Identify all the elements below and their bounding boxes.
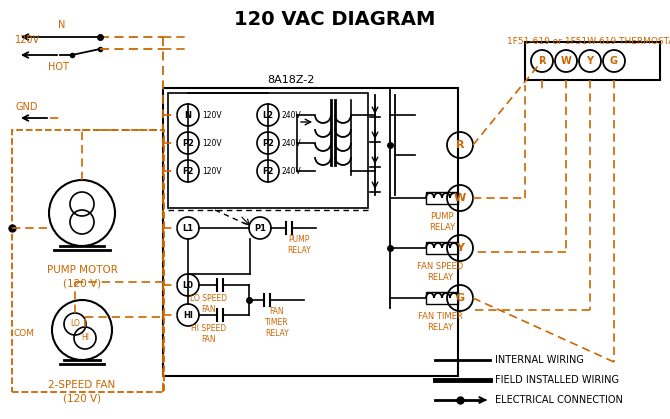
Text: P2: P2 xyxy=(182,139,194,147)
Text: F2: F2 xyxy=(262,166,274,176)
Text: Y: Y xyxy=(586,56,594,66)
Text: F2: F2 xyxy=(182,166,194,176)
Text: W: W xyxy=(561,56,572,66)
Bar xyxy=(168,93,368,208)
Text: G: G xyxy=(610,56,618,66)
Text: 2-SPEED FAN
(120 V): 2-SPEED FAN (120 V) xyxy=(48,380,116,403)
Text: L1: L1 xyxy=(182,223,194,233)
Text: 1F51-619 or 1F51W-619 THERMOSTAT: 1F51-619 or 1F51W-619 THERMOSTAT xyxy=(507,37,670,46)
Text: N: N xyxy=(184,111,192,119)
Text: HI: HI xyxy=(183,310,193,320)
Text: FAN
TIMER
RELAY: FAN TIMER RELAY xyxy=(265,307,289,338)
Text: L2: L2 xyxy=(263,111,273,119)
Text: N: N xyxy=(58,20,66,30)
Text: 8A18Z-2: 8A18Z-2 xyxy=(267,75,314,85)
Bar xyxy=(163,88,458,376)
Text: ELECTRICAL CONNECTION: ELECTRICAL CONNECTION xyxy=(495,395,623,405)
Text: R: R xyxy=(456,140,464,150)
Text: HI: HI xyxy=(81,334,89,342)
Bar xyxy=(426,292,458,304)
Text: R: R xyxy=(538,56,546,66)
Text: FAN SPEED
RELAY: FAN SPEED RELAY xyxy=(417,262,463,282)
Text: 120V: 120V xyxy=(15,35,40,45)
Text: 120 VAC DIAGRAM: 120 VAC DIAGRAM xyxy=(234,10,436,29)
Bar xyxy=(525,42,660,80)
Text: Y: Y xyxy=(456,243,464,253)
Bar xyxy=(426,242,458,254)
Text: FIELD INSTALLED WIRING: FIELD INSTALLED WIRING xyxy=(495,375,619,385)
Text: 120V: 120V xyxy=(202,166,222,176)
Text: LO: LO xyxy=(70,320,80,328)
Text: PUMP MOTOR
(120 V): PUMP MOTOR (120 V) xyxy=(46,265,117,288)
Text: COM: COM xyxy=(13,328,34,337)
Text: HOT: HOT xyxy=(48,62,68,72)
Text: GND: GND xyxy=(16,102,38,112)
Text: LO SPEED
FAN: LO SPEED FAN xyxy=(190,294,228,314)
Text: G: G xyxy=(456,293,464,303)
Text: 240V: 240V xyxy=(282,166,302,176)
Text: 240V: 240V xyxy=(282,111,302,119)
Text: L0: L0 xyxy=(182,280,194,290)
Text: 240V: 240V xyxy=(282,139,302,147)
Text: PUMP
RELAY: PUMP RELAY xyxy=(429,212,455,232)
Text: P1: P1 xyxy=(254,223,266,233)
Text: W: W xyxy=(454,193,466,203)
Text: INTERNAL WIRING: INTERNAL WIRING xyxy=(495,355,584,365)
Text: 120V: 120V xyxy=(202,111,222,119)
Text: HI SPEED
FAN: HI SPEED FAN xyxy=(192,324,226,344)
Text: PUMP
RELAY: PUMP RELAY xyxy=(287,235,311,255)
Bar xyxy=(426,192,458,204)
Text: FAN TIMER
RELAY: FAN TIMER RELAY xyxy=(417,312,462,332)
Text: P2: P2 xyxy=(262,139,274,147)
Text: 120V: 120V xyxy=(202,139,222,147)
Bar xyxy=(12,130,164,392)
